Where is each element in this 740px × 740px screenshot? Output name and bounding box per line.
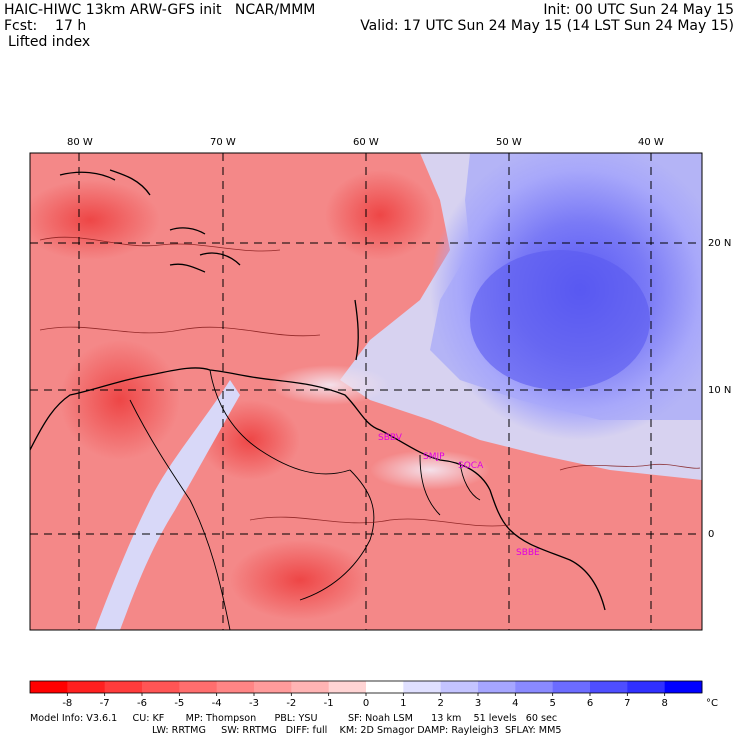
- colorbar-swatch: [142, 681, 180, 693]
- lon-label: 80 W: [67, 137, 93, 148]
- field-name: Lifted index: [8, 34, 91, 50]
- model-info-line2: LW: RRTMG SW: RRTMG DIFF: full KM: 2D Sm…: [152, 725, 562, 736]
- colorbar-swatch: [254, 681, 292, 693]
- lon-label: 70 W: [210, 137, 236, 148]
- forecast-hour: Fcst: 17 h: [4, 18, 87, 34]
- stable-core-inner: [470, 250, 650, 390]
- colorbar-tick-label: -8: [62, 698, 72, 709]
- colorbar-swatch: [515, 681, 554, 693]
- colorbar-tick-label: 6: [587, 698, 593, 709]
- colorbar-swatch: [590, 681, 628, 693]
- contour: [249, 516, 511, 527]
- model-info-line1: Model Info: V3.6.1 CU: KF MP: Thompson P…: [30, 713, 558, 724]
- unstable-patch: [325, 170, 435, 260]
- pale-patch: [270, 365, 390, 405]
- colorbar-tick-label: -4: [212, 698, 222, 709]
- borders: [129, 369, 481, 630]
- border: [299, 469, 375, 601]
- colorbar-tick-label: -3: [249, 698, 259, 709]
- colorbar-tick-label: 2: [437, 698, 443, 709]
- colorbar-swatch: [104, 681, 143, 693]
- border: [209, 369, 351, 475]
- station-label-sbbe: SBBE: [516, 548, 540, 558]
- andes-stable-band: [95, 380, 240, 630]
- colorbar-swatch: [627, 681, 666, 693]
- colorbar-swatch: [552, 681, 591, 693]
- colorbar-unit: °C: [706, 698, 718, 709]
- colorbar-tick-label: -2: [286, 698, 296, 709]
- lat-label: 20 N: [708, 238, 732, 249]
- lesser-antilles-coast: [354, 299, 359, 361]
- station-markers: SBBV SMJP SOCA SBBE: [378, 433, 540, 558]
- colorbar-tick-label: -1: [324, 698, 334, 709]
- colorbar-swatch: [216, 681, 255, 693]
- colorbar-tick-label: 4: [512, 698, 518, 709]
- contours: [39, 236, 701, 527]
- pale-patch: [370, 450, 490, 490]
- map-field: [30, 153, 702, 630]
- coastlines: [30, 169, 606, 611]
- lon-label: 40 W: [638, 137, 664, 148]
- colorbar-tick-label: 8: [661, 698, 667, 709]
- lat-label: 10 N: [708, 385, 732, 396]
- colorbar-tick-label: -6: [137, 698, 147, 709]
- unstable-patch: [60, 340, 180, 460]
- lon-label: 60 W: [353, 137, 379, 148]
- unstable-patch: [30, 180, 160, 260]
- contour: [559, 463, 701, 471]
- colorbar-swatch: [291, 681, 330, 693]
- colorbar-swatch: [366, 681, 404, 693]
- colorbar-tick-label: 0: [363, 698, 369, 709]
- colorbar-tick-label: -5: [174, 698, 184, 709]
- hispaniola-coast: [169, 252, 241, 273]
- colorbar-swatch: [403, 681, 442, 693]
- south-america-coast: [30, 367, 606, 611]
- graticule: [30, 153, 702, 630]
- model-title: HAIC-HIWC 13km ARW-GFS init NCAR/MMM: [4, 2, 316, 18]
- init-time: Init: 00 UTC Sun 24 May 15: [543, 2, 734, 18]
- map-frame: [29, 152, 703, 631]
- station-label-soca: SOCA: [458, 461, 484, 471]
- colorbar-swatch: [440, 681, 479, 693]
- colorbar-tick-label: -7: [100, 698, 110, 709]
- colorbar-swatch: [478, 681, 516, 693]
- station-label-sbbv: SBBV: [378, 433, 403, 443]
- lon-label: 50 W: [496, 137, 522, 148]
- colorbar-swatch: [30, 681, 68, 693]
- contour: [39, 326, 321, 337]
- jamaica-coast: [169, 227, 206, 235]
- valid-time: Valid: 17 UTC Sun 24 May 15 (14 LST Sun …: [360, 18, 734, 34]
- colorbar-swatch: [67, 681, 106, 693]
- colorbar-tick-label: 7: [624, 698, 630, 709]
- border: [419, 454, 481, 516]
- cuba-coast: [59, 169, 151, 196]
- colorbar-swatch: [664, 681, 703, 693]
- colorbar-tick-label: 1: [400, 698, 406, 709]
- colorbar-swatch: [179, 681, 218, 693]
- border: [129, 399, 231, 630]
- colorbar: -8 -7 -6 -5 -4 -3 -2 -1 0 1 2 3 4 5 6 7 8 °C: [29, 680, 718, 709]
- station-label-smjp: SMJP: [423, 452, 445, 462]
- colorbar-tick-label: 5: [549, 698, 555, 709]
- lat-label: 0: [708, 529, 715, 540]
- unstable-patch: [230, 540, 370, 620]
- colorbar-swatch: [328, 681, 367, 693]
- contour: [39, 236, 281, 252]
- colorbar-tick-label: 3: [475, 698, 481, 709]
